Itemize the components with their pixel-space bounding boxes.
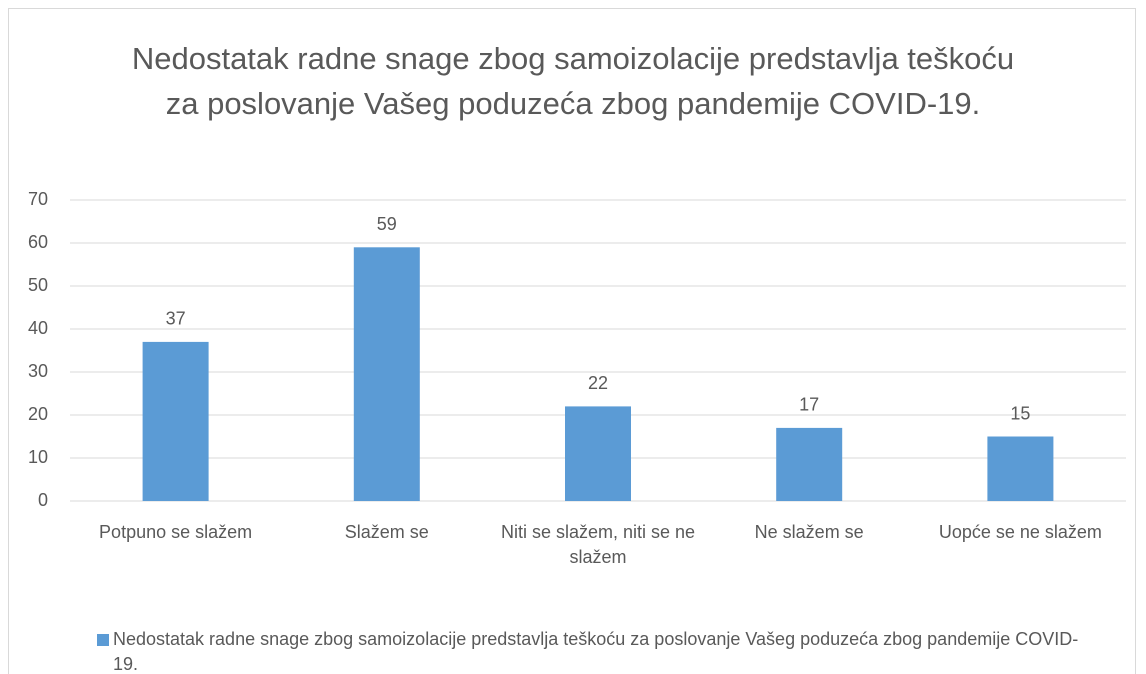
data-label: 59	[377, 214, 397, 234]
data-label: 15	[1010, 403, 1030, 423]
bar	[565, 406, 631, 501]
y-tick-label: 70	[28, 189, 48, 209]
y-tick-label: 40	[28, 318, 48, 338]
bar	[142, 341, 209, 501]
y-tick-label: 20	[28, 404, 48, 424]
bar	[987, 436, 1054, 501]
bar	[776, 427, 843, 501]
chart-frame	[8, 8, 1136, 674]
y-tick-label: 50	[28, 275, 48, 295]
y-tick-label: 30	[28, 361, 48, 381]
x-tick-label: Potpuno se slažem	[99, 522, 253, 542]
data-label: 22	[588, 373, 608, 393]
x-tick-label: Slažem se	[344, 522, 429, 542]
y-tick-label: 60	[28, 232, 48, 252]
legend-label: Nedostatak radne snage zbog samoizolacij…	[113, 629, 1079, 674]
data-label: 17	[799, 395, 819, 415]
bar	[353, 247, 420, 501]
legend-swatch	[97, 634, 109, 646]
y-tick-label: 0	[38, 490, 48, 510]
x-tick-label: Niti se slažem, niti se ne slažem	[500, 522, 696, 567]
data-label: 37	[166, 309, 186, 329]
x-tick-label: Ne slažem se	[754, 522, 864, 542]
y-tick-label: 10	[28, 447, 48, 467]
x-tick-label: Uopće se ne slažem	[938, 522, 1102, 542]
chart-title: Nedostatak radne snage zbog samoizolacij…	[131, 41, 1015, 121]
